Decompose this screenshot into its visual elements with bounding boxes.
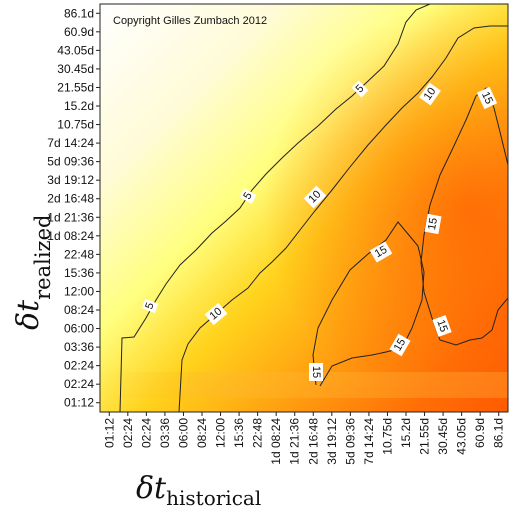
x-tick-label: 22:48 (251, 418, 265, 448)
contour-label-text: 15 (392, 337, 409, 354)
y-tick-label: 2d 16:48 (47, 192, 94, 206)
y-tick-label: 02:24 (64, 359, 94, 373)
x-tick-label: 21.55d (418, 418, 432, 455)
y-tick-label: 1d 21:36 (47, 210, 94, 224)
y-axis-subscript: realized (31, 215, 55, 300)
x-tick-label: 43.05d (455, 418, 469, 455)
x-tick-label: 30.45d (436, 418, 450, 455)
x-axis-title: δthistorical (136, 471, 261, 510)
x-tick-label: 08:24 (195, 418, 209, 448)
contour-label: 5 (239, 188, 257, 204)
copyright-text: Copyright Gilles Zumbach 2012 (113, 15, 267, 27)
y-tick-label: 86.1d (64, 6, 94, 20)
contour-label-group: 5 5 5 10 10 10 (141, 80, 498, 381)
contour-label-text: 10 (422, 86, 439, 103)
heatmap-bottom-band (100, 372, 508, 398)
y-tick-label: 30.45d (57, 62, 94, 76)
x-tick-label: 12:00 (214, 418, 228, 448)
y-tick-label: 21.55d (57, 80, 94, 94)
contour-label: 5 (351, 80, 369, 98)
contour-label-text: 15 (479, 90, 495, 106)
contour-label: 15 (424, 213, 442, 235)
x-tick-label: 3d 19:12 (325, 418, 339, 465)
y-tick-label: 7d 14:24 (47, 136, 94, 150)
contour-label: 15 (369, 241, 393, 263)
y-axis: 01:12 02:24 02:24 03:36 06:00 08:24 12:00 15:36… (47, 6, 100, 410)
x-axis: 01:12 02:24 02:24 03:36 06:00 08:24 12:00 15:36… (102, 412, 506, 465)
y-axis-title: δtrealized (11, 215, 55, 330)
plot-area: 5 5 5 10 10 10 (100, 4, 508, 412)
y-tick-label: 15:36 (64, 266, 94, 280)
x-tick-label: 02:24 (121, 418, 135, 448)
heatmap-hot-region (100, 4, 508, 412)
y-tick-label: 06:00 (64, 322, 94, 336)
y-tick-label: 12:00 (64, 284, 94, 298)
contour-label-text: 15 (426, 217, 440, 231)
y-tick-label: 60.9d (64, 25, 94, 39)
contour-label-text: 15 (373, 244, 390, 261)
contour-label: 10 (204, 302, 228, 326)
y-tick-label: 15.2d (64, 99, 94, 113)
y-tick-label: 03:36 (64, 340, 94, 354)
x-tick-label: 86.1d (492, 418, 506, 448)
x-tick-label: 60.9d (473, 418, 487, 448)
contour-label-text: 15 (310, 366, 322, 378)
contour-label-text: 5 (143, 301, 156, 311)
x-axis-symbol: δt (136, 471, 167, 506)
x-tick-label: 02:24 (139, 418, 153, 448)
contour-label: 15 (389, 333, 411, 357)
x-tick-label: 1d 08:24 (269, 418, 283, 465)
y-tick-label: 08:24 (64, 303, 94, 317)
contour-line-15-inner (312, 221, 425, 387)
y-tick-label: 43.05d (57, 43, 94, 57)
contour-label-text: 5 (241, 190, 254, 201)
contour-label: 15 (309, 363, 323, 381)
x-tick-label: 15.2d (399, 418, 413, 448)
x-tick-label: 5d 09:36 (343, 418, 357, 465)
contour-label: 10 (303, 185, 327, 209)
y-tick-label: 3d 19:12 (47, 173, 94, 187)
x-tick-label: 1d 21:36 (288, 418, 302, 465)
x-axis-subscript: historical (166, 486, 261, 510)
x-tick-label: 06:00 (176, 418, 190, 448)
x-tick-label: 2d 16:48 (306, 418, 320, 465)
x-tick-label: 15:36 (232, 418, 246, 448)
contour-label: 15 (476, 86, 498, 110)
y-axis-symbol: δt (11, 299, 46, 330)
x-tick-label: 10.75d (380, 418, 394, 455)
x-tick-label: 01:12 (102, 418, 116, 448)
plot-frame (99, 3, 509, 413)
y-tick-label: 22:48 (64, 247, 94, 261)
y-tick-label: 02:24 (64, 377, 94, 391)
x-tick-label: 7d 14:24 (362, 418, 376, 465)
y-tick-label: 10.75d (57, 118, 94, 132)
contour-label: 15 (432, 315, 452, 337)
contour-label: 10 (419, 82, 441, 106)
contour-label-text: 15 (434, 318, 449, 334)
x-tick-label: 03:36 (158, 418, 172, 448)
contour-label: 5 (141, 298, 159, 314)
y-tick-label: 1d 08:24 (47, 229, 94, 243)
y-tick-label: 5d 09:36 (47, 155, 94, 169)
y-tick-label: 01:12 (64, 396, 94, 410)
